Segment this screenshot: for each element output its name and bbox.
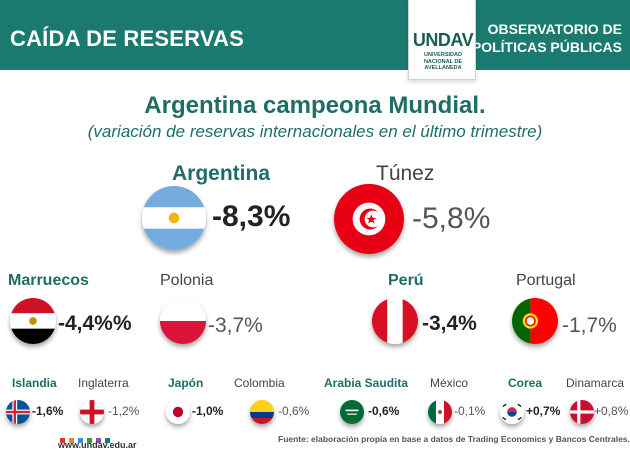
value-korea: +0,7% bbox=[526, 404, 561, 418]
logo-sub-3: AVELLANEDA bbox=[424, 65, 462, 71]
dot-orange bbox=[69, 438, 74, 443]
country-name-denmark: Dinamarca bbox=[566, 376, 625, 390]
country-name-colombia: Colombia bbox=[234, 376, 285, 390]
logo-sub-1: UNIVERSIDAD bbox=[424, 52, 462, 58]
dot-purple bbox=[96, 438, 101, 443]
value-denmark: +0,8% bbox=[594, 404, 629, 418]
country-name-poland: Polonia bbox=[160, 272, 214, 289]
country-name-iceland: Islandia bbox=[12, 376, 57, 390]
chart-subtitle: (variación de reservas internacionales e… bbox=[87, 122, 543, 141]
poland-flag-icon bbox=[160, 298, 206, 344]
value-morocco: -4,4%% bbox=[58, 312, 132, 335]
value-portugal: -1,7% bbox=[562, 314, 617, 337]
value-saudi: -0,6% bbox=[368, 404, 400, 418]
header-bar: CAÍDA DE RESERVAS OBSERVATORIO DE POLÍTI… bbox=[0, 0, 630, 70]
chart-title: Argentina campeona Mundial. bbox=[144, 92, 486, 119]
colombia-flag-icon bbox=[250, 400, 274, 424]
country-name-portugal: Portugal bbox=[516, 272, 576, 289]
country-name-england: Inglaterra bbox=[78, 376, 129, 390]
value-iceland: -1,6% bbox=[32, 404, 64, 418]
value-poland: -3,7% bbox=[208, 314, 263, 337]
footer-dots bbox=[60, 430, 130, 443]
korea-flag-icon bbox=[500, 400, 524, 424]
value-peru: -3,4% bbox=[422, 312, 477, 335]
country-name-japan: Japón bbox=[168, 376, 204, 390]
dot-blue bbox=[78, 438, 83, 443]
egypt-flag-icon bbox=[10, 298, 56, 344]
undav-logo: UNDAV UNIVERSIDAD NACIONAL DE AVELLANEDA bbox=[408, 0, 476, 80]
iceland-flag-icon bbox=[6, 400, 30, 424]
value-colombia: -0,6% bbox=[278, 404, 310, 418]
saudi-flag-icon bbox=[340, 400, 364, 424]
footer-source: Fuente: elaboración propia en base a dat… bbox=[278, 434, 630, 444]
country-name-peru: Perú bbox=[388, 272, 424, 289]
portugal-flag-icon bbox=[512, 298, 558, 344]
header-org-line1: OBSERVATORIO DE bbox=[487, 21, 622, 37]
country-name-saudi: Arabia Saudita bbox=[324, 376, 409, 390]
logo-subtitle: UNIVERSIDAD NACIONAL DE AVELLANEDA bbox=[409, 52, 477, 72]
header-org: OBSERVATORIO DE POLÍTICAS PÚBLICAS bbox=[472, 20, 622, 56]
dot-teal bbox=[105, 438, 110, 443]
country-name-morocco: Marruecos bbox=[8, 272, 89, 289]
country-name-mexico: México bbox=[430, 376, 469, 390]
value-japan: -1,0% bbox=[192, 404, 224, 418]
logo-sub-2: NACIONAL DE bbox=[423, 58, 463, 65]
logo-text: UNDAV bbox=[412, 30, 474, 50]
dot-red bbox=[60, 438, 65, 443]
header-title: CAÍDA DE RESERVAS bbox=[10, 26, 245, 51]
peru-flag-icon bbox=[372, 298, 418, 344]
tunisia-flag-icon bbox=[334, 184, 404, 254]
value-argentina: -8,3% bbox=[212, 200, 291, 233]
country-name-argentina: Argentina bbox=[172, 162, 271, 185]
mexico-flag-icon bbox=[428, 400, 452, 424]
value-mexico: -0,1% bbox=[454, 404, 486, 418]
dot-green bbox=[87, 438, 92, 443]
denmark-flag-icon bbox=[570, 400, 594, 424]
argentina-flag-icon bbox=[142, 186, 206, 250]
country-name-tunisia: Túnez bbox=[376, 162, 435, 185]
header-org-line2: POLÍTICAS PÚBLICAS bbox=[471, 39, 622, 55]
country-name-korea: Corea bbox=[508, 376, 543, 390]
england-flag-icon bbox=[80, 400, 104, 424]
footer-url[interactable]: www.undav.edu.ar bbox=[58, 440, 137, 450]
value-england: -1,2% bbox=[108, 404, 140, 418]
japan-flag-icon bbox=[166, 400, 190, 424]
value-tunisia: -5,8% bbox=[412, 202, 491, 235]
